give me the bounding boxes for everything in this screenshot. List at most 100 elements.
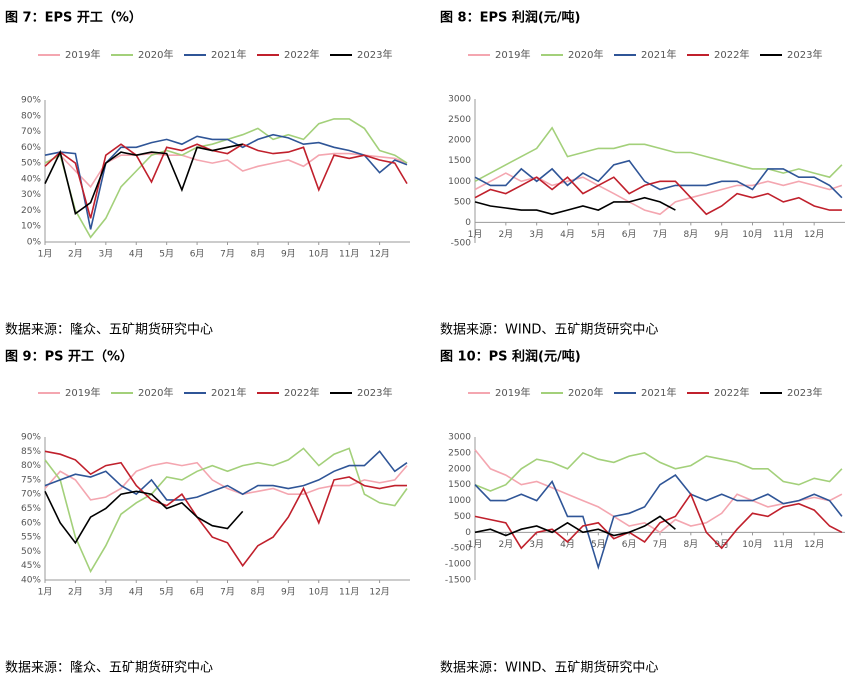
y-tick-label: 50% (21, 547, 41, 557)
series-line (474, 159, 843, 199)
legend-label: 2019年 (65, 386, 100, 399)
series-line (44, 490, 244, 545)
y-tick-label: 0 (465, 218, 471, 228)
legend-label: 2022年 (714, 386, 749, 399)
series-line (44, 143, 243, 215)
y-tick-label: 500 (454, 197, 471, 207)
y-tick-label: 2000 (448, 136, 471, 146)
x-tick-label: 3月 (98, 587, 113, 598)
source-note: 数据来源：隆众、五矿期货研究中心 (5, 322, 213, 338)
y-tick-label: 30% (21, 190, 41, 200)
legend-label: 2021年 (641, 386, 676, 399)
x-tick-label: 1月 (38, 249, 53, 260)
x-tick-label: 4月 (560, 539, 575, 550)
y-tick-label: 10% (21, 222, 41, 232)
y-tick-label: 50% (21, 159, 41, 169)
y-tick-label: 90% (21, 96, 41, 106)
series-line (44, 450, 408, 501)
y-tick-label: 75% (21, 475, 41, 485)
x-tick-label: 1月 (468, 229, 483, 240)
legend-label: 2022年 (284, 48, 319, 61)
x-tick-label: 5月 (159, 587, 174, 598)
x-tick-label: 10月 (742, 229, 762, 240)
y-tick-label: 20% (21, 206, 41, 216)
y-tick-label: 70% (21, 127, 41, 137)
x-tick-label: 6月 (622, 229, 637, 240)
x-tick-label: 12月 (804, 539, 824, 550)
x-tick-label: 7月 (220, 249, 235, 260)
y-tick-label: 0 (465, 528, 471, 538)
y-tick-label: 60% (21, 143, 41, 153)
x-tick-label: 2月 (68, 249, 83, 260)
x-tick-label: 3月 (529, 539, 544, 550)
y-tick-label: 1500 (448, 480, 471, 490)
x-tick-label: 2月 (498, 229, 513, 240)
y-tick-label: 3000 (448, 433, 471, 443)
series-line (474, 474, 843, 571)
y-tick-label: 1000 (448, 496, 471, 506)
y-tick-label: 90% (21, 433, 41, 443)
y-tick-label: 2500 (448, 115, 471, 125)
x-tick-label: 3月 (529, 229, 544, 240)
legend-label: 2023年 (787, 386, 822, 399)
x-tick-label: 12月 (369, 587, 389, 598)
y-tick-label: -500 (451, 239, 472, 249)
x-tick-label: 8月 (251, 249, 266, 260)
legend-label: 2021年 (211, 386, 246, 399)
x-tick-label: 9月 (281, 249, 296, 260)
series-line (474, 492, 843, 550)
y-tick-label: -500 (451, 544, 472, 554)
series-line (44, 461, 408, 501)
legend-label: 2019年 (495, 386, 530, 399)
chart-title: 图 10：PS 利润(元/吨) (440, 349, 581, 365)
y-tick-label: 70% (21, 490, 41, 500)
x-tick-label: 1月 (38, 587, 53, 598)
legend-label: 2019年 (495, 48, 530, 61)
legend-label: 2020年 (138, 386, 173, 399)
x-tick-label: 10月 (742, 539, 762, 550)
x-tick-label: 9月 (714, 229, 729, 240)
source-note: 数据来源：WIND、五矿期货研究中心 (440, 660, 658, 676)
x-tick-label: 4月 (129, 587, 144, 598)
legend-label: 2023年 (357, 48, 392, 61)
x-tick-label: 7月 (220, 587, 235, 598)
y-tick-label: 3000 (448, 95, 471, 105)
x-tick-label: 11月 (773, 229, 793, 240)
x-tick-label: 6月 (622, 539, 637, 550)
x-tick-label: 8月 (683, 539, 698, 550)
series-line (44, 450, 407, 568)
y-tick-label: 40% (21, 174, 41, 184)
x-tick-label: 11月 (339, 249, 359, 260)
x-tick-label: 7月 (653, 229, 668, 240)
y-tick-label: 60% (21, 518, 41, 528)
y-tick-label: 80% (21, 461, 41, 471)
legend-label: 2019年 (65, 48, 100, 61)
x-tick-label: 5月 (591, 229, 606, 240)
legend-label: 2020年 (568, 48, 603, 61)
x-tick-label: 2月 (498, 539, 513, 550)
y-tick-label: 2000 (448, 464, 471, 474)
x-tick-label: 8月 (251, 587, 266, 598)
legend-label: 2022年 (714, 48, 749, 61)
x-tick-label: 10月 (309, 249, 329, 260)
chart-title: 图 8：EPS 利润(元/吨) (440, 10, 581, 26)
legend-label: 2022年 (284, 386, 319, 399)
series-line (44, 447, 408, 574)
x-tick-label: 11月 (773, 539, 793, 550)
x-tick-label: 2月 (68, 587, 83, 598)
x-tick-label: 10月 (309, 587, 329, 598)
x-tick-label: 5月 (159, 249, 174, 260)
source-note: 数据来源：隆众、五矿期货研究中心 (5, 660, 213, 676)
y-tick-label: -1000 (445, 560, 471, 570)
legend-label: 2023年 (357, 386, 392, 399)
x-tick-label: 3月 (98, 249, 113, 260)
x-tick-label: 4月 (129, 249, 144, 260)
series-line (474, 126, 843, 183)
x-tick-label: 4月 (560, 229, 575, 240)
source-note: 数据来源：WIND、五矿期货研究中心 (440, 322, 658, 338)
series-line (474, 176, 842, 216)
series-line (474, 451, 843, 492)
x-tick-label: 6月 (190, 249, 205, 260)
y-tick-label: 1500 (448, 156, 471, 166)
legend-label: 2021年 (641, 48, 676, 61)
